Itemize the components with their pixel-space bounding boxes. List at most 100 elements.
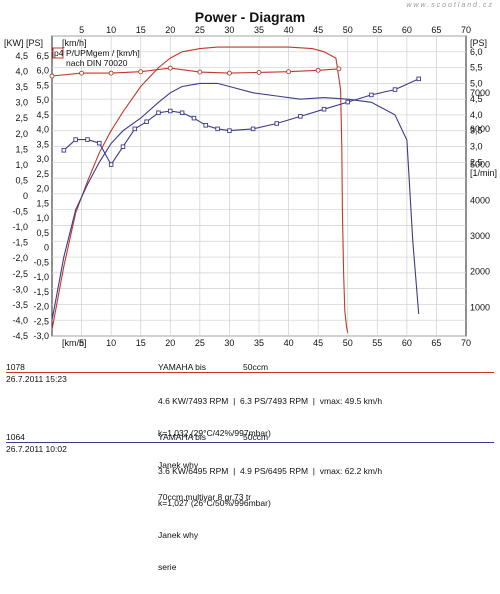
x-tick-bottom: 15 xyxy=(136,338,146,348)
x-tick-top: 45 xyxy=(313,25,323,35)
data-point-1064 xyxy=(61,148,67,153)
data-point-1064 xyxy=(144,119,149,124)
y-tick-kw: 1,5 xyxy=(15,144,28,154)
y-tick-ps: 6,0 xyxy=(36,66,49,76)
x-tick-top: 5 xyxy=(79,25,84,35)
run-engine: 50ccm xyxy=(243,362,269,372)
y-label-ps: [PS] xyxy=(26,38,43,48)
data-point-1064 xyxy=(345,99,350,105)
data-point-1064 xyxy=(132,126,138,132)
run-note: 70ccm,multivar 8 gr,73 tr xyxy=(158,492,252,502)
y-tick-kw: 0 xyxy=(23,191,28,201)
x-tick-bottom: 65 xyxy=(431,338,441,348)
y-tick-ps-right: 5,5 xyxy=(470,63,483,73)
run-vehicle: YAMAHA bis xyxy=(158,362,207,372)
y-tick-ps: 1,0 xyxy=(36,213,49,223)
legend-line-2: nach DIN 70020 xyxy=(66,58,128,68)
series xyxy=(49,46,421,333)
x-tick-bottom: 60 xyxy=(402,338,412,348)
data-point-1064 xyxy=(298,114,303,119)
x-tick-top: 25 xyxy=(195,25,205,35)
x-tick-top: 70 xyxy=(461,25,471,35)
y-tick-kw: -4,0 xyxy=(12,315,28,325)
y-tick-kw: 0,5 xyxy=(15,175,28,185)
data-point-1078 xyxy=(138,69,144,75)
y-tick-ps: 0,5 xyxy=(36,228,49,238)
data-point-1078 xyxy=(49,73,55,79)
x-tick-bottom: 5 xyxy=(79,338,84,348)
legend: p4 P/UPMgem / [km/h]nach DIN 70020 xyxy=(52,47,140,68)
y-tick-ps: -1,5 xyxy=(33,287,49,297)
data-point-1078 xyxy=(197,69,203,75)
run-id: 1064 xyxy=(6,432,25,442)
run-result: 4.6 KW/7493 RPM | 6.3 PS/7493 RPM | vmax… xyxy=(158,396,383,406)
y-tick-kw: -2,0 xyxy=(12,253,28,263)
data-point-1064 xyxy=(85,137,90,142)
run-info-panel: 1078 26.7.2011 15:23 YAMAHA bis 50ccm 4.… xyxy=(6,362,494,572)
data-point-1064 xyxy=(416,76,421,82)
y-tick-ps: 1,5 xyxy=(36,198,49,208)
data-point-1064 xyxy=(108,162,114,167)
y-tick-rpm: 1000 xyxy=(470,302,490,312)
x-tick-bottom: 40 xyxy=(284,338,294,348)
ticks: 5510101515202025253030353540404545505055… xyxy=(12,25,490,348)
data-point-1078 xyxy=(108,70,114,76)
series-line-1078-power_ps xyxy=(51,46,349,333)
y-tick-ps: -2,0 xyxy=(33,302,49,312)
chart-title: Power - Diagram xyxy=(194,9,306,25)
y-tick-ps: 0 xyxy=(44,243,49,253)
run-conditions: k=1,032 (29°C/42%/997mbar) xyxy=(158,428,271,438)
run-color-rule xyxy=(6,442,494,443)
legend-box-label: p4 xyxy=(54,48,64,58)
run-engine: 50ccm xyxy=(243,432,269,442)
x-tick-top: 30 xyxy=(224,25,234,35)
run-1064: 1064 26.7.2011 10:02 YAMAHA bis 50ccm 3.… xyxy=(6,432,494,572)
data-point-1064 xyxy=(227,128,232,133)
x-tick-top: 40 xyxy=(284,25,294,35)
data-point-1078 xyxy=(256,69,262,75)
run-id: 1078 xyxy=(6,362,25,372)
y-tick-kw: -3,0 xyxy=(12,284,28,294)
run-1078: 1078 26.7.2011 15:23 YAMAHA bis 50ccm 4.… xyxy=(6,362,494,502)
y-label-ps-right: [PS] xyxy=(470,38,487,48)
run-operator: Janek why xyxy=(158,460,199,470)
x-tick-top: 20 xyxy=(165,25,175,35)
y-tick-ps: 3,5 xyxy=(36,139,49,149)
y-tick-ps-right: 3,5 xyxy=(470,126,483,136)
y-tick-rpm: 4000 xyxy=(470,195,490,205)
y-tick-ps-right: 2,5 xyxy=(470,157,483,167)
data-point-1064 xyxy=(369,92,374,98)
y-tick-kw: -1,5 xyxy=(12,238,28,248)
x-tick-top: 50 xyxy=(343,25,353,35)
y-tick-ps: -2,5 xyxy=(33,316,49,326)
y-tick-ps-right: 6,0 xyxy=(470,47,483,57)
y-tick-rpm: 6000 xyxy=(470,124,490,134)
run-date: 26.7.2011 15:23 xyxy=(6,374,67,384)
y-tick-ps: 5,0 xyxy=(36,95,49,105)
x-tick-bottom: 50 xyxy=(343,338,353,348)
x-tick-top: 15 xyxy=(136,25,146,35)
legend-line-1: P/UPMgem / [km/h] xyxy=(66,48,140,58)
y-tick-kw: 3,5 xyxy=(15,82,28,92)
x-tick-bottom: 20 xyxy=(165,338,175,348)
data-point-1078 xyxy=(79,70,85,76)
data-point-1064 xyxy=(156,110,161,116)
y-tick-rpm: 3000 xyxy=(470,231,490,241)
y-tick-ps-right: 4,0 xyxy=(470,110,483,120)
data-point-1064 xyxy=(215,126,220,132)
x-tick-top: 10 xyxy=(106,25,116,35)
y-tick-ps: 6,5 xyxy=(36,51,49,61)
x-tick-top: 65 xyxy=(431,25,441,35)
y-tick-ps: -0,5 xyxy=(33,257,49,267)
x-tick-bottom: 30 xyxy=(224,338,234,348)
y-tick-ps: 3,0 xyxy=(36,154,49,164)
run-date: 26.7.2011 10:02 xyxy=(6,444,67,454)
y-tick-kw: -1,0 xyxy=(12,222,28,232)
y-tick-rpm: 7000 xyxy=(470,88,490,98)
data-point-1064 xyxy=(120,144,126,149)
run-color-rule xyxy=(6,372,494,373)
y-tick-kw: 1,0 xyxy=(15,160,28,170)
y-tick-ps: -1,0 xyxy=(33,272,49,282)
y-tick-kw: -3,5 xyxy=(12,300,28,310)
data-point-1064 xyxy=(191,115,197,121)
